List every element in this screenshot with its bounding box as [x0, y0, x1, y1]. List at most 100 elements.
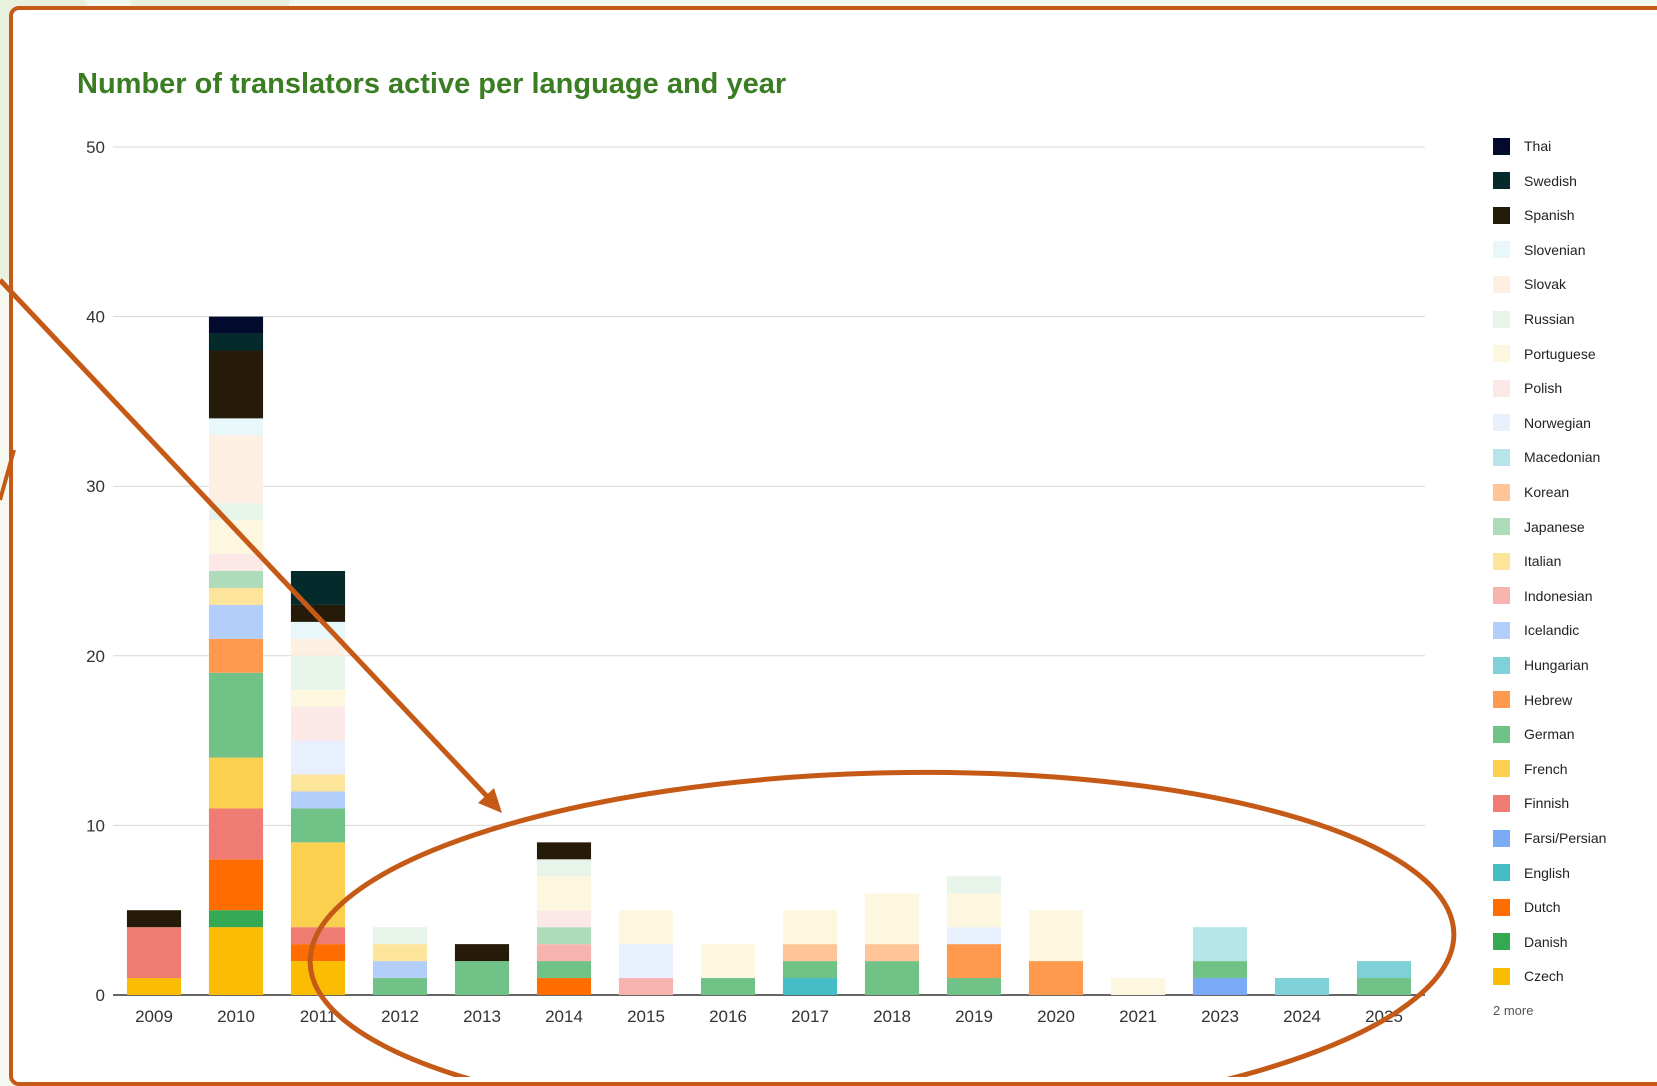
bar-segment[interactable] [126, 927, 182, 979]
bar-segment[interactable] [290, 689, 346, 707]
bar-segment[interactable] [700, 978, 756, 995]
bar-segment[interactable] [1028, 910, 1084, 962]
legend-item[interactable]: French [1493, 759, 1568, 779]
bar-segment[interactable] [290, 842, 346, 928]
legend-item[interactable]: Slovak [1493, 274, 1566, 294]
legend-item[interactable]: Finnish [1493, 793, 1569, 813]
legend-item[interactable]: Danish [1493, 932, 1568, 952]
legend-item[interactable]: Korean [1493, 482, 1569, 502]
bar-segment[interactable] [208, 333, 264, 351]
legend-item[interactable]: English [1493, 863, 1570, 883]
bar-segment[interactable] [208, 435, 264, 504]
legend-item[interactable]: Macedonian [1493, 447, 1600, 467]
legend-more-link[interactable]: 2 more [1493, 1003, 1534, 1018]
bar-segment[interactable] [1356, 961, 1412, 979]
bar-segment[interactable] [290, 604, 346, 622]
bar-segment[interactable] [946, 978, 1002, 995]
bar-segment[interactable] [536, 859, 592, 877]
bar-segment[interactable] [290, 944, 346, 962]
bar-segment[interactable] [864, 961, 920, 995]
legend-item[interactable]: Slovenian [1493, 240, 1586, 260]
bar-segment[interactable] [536, 842, 592, 860]
legend-item[interactable]: Czech [1493, 966, 1564, 986]
bar-segment[interactable] [208, 520, 264, 555]
bar-segment[interactable] [290, 638, 346, 656]
legend-item[interactable]: Swedish [1493, 171, 1577, 191]
bar-segment[interactable] [208, 910, 264, 928]
bar-segment[interactable] [782, 910, 838, 945]
bar-segment[interactable] [1192, 961, 1248, 979]
bar-segment[interactable] [372, 961, 428, 979]
bar-segment[interactable] [208, 350, 264, 419]
bar-segment[interactable] [208, 672, 264, 758]
bar-segment[interactable] [290, 571, 346, 605]
legend-item[interactable]: Farsi/Persian [1493, 828, 1606, 848]
legend-item[interactable]: Russian [1493, 309, 1575, 329]
bar-segment[interactable] [290, 655, 346, 690]
bar-segment[interactable] [782, 978, 838, 995]
bar-segment[interactable] [1192, 927, 1248, 962]
bar-segment[interactable] [126, 910, 182, 928]
legend-item[interactable]: German [1493, 724, 1575, 744]
bar-segment[interactable] [208, 859, 264, 911]
bar-segment[interactable] [536, 910, 592, 928]
bar-segment[interactable] [372, 927, 428, 945]
bar-segment[interactable] [290, 808, 346, 843]
bar-segment[interactable] [208, 927, 264, 995]
bar-segment[interactable] [290, 621, 346, 639]
bar-segment[interactable] [208, 554, 264, 571]
bar-segment[interactable] [290, 961, 346, 995]
bar-segment[interactable] [372, 944, 428, 962]
bar-segment[interactable] [1356, 978, 1412, 995]
bar-segment[interactable] [126, 978, 182, 995]
bar-segment[interactable] [536, 961, 592, 979]
bar-segment[interactable] [536, 876, 592, 911]
bar-segment[interactable] [454, 944, 510, 962]
bar-segment[interactable] [1274, 978, 1330, 995]
bar-segment[interactable] [290, 774, 346, 792]
bar-segment[interactable] [208, 638, 264, 673]
bar-segment[interactable] [208, 587, 264, 605]
bar-segment[interactable] [536, 927, 592, 945]
legend-item[interactable]: Indonesian [1493, 586, 1593, 606]
bar-segment[interactable] [290, 740, 346, 775]
legend-item[interactable]: Polish [1493, 378, 1562, 398]
bar-segment[interactable] [208, 418, 264, 436]
bar-segment[interactable] [290, 706, 346, 741]
legend-item[interactable]: Icelandic [1493, 620, 1579, 640]
bar-segment[interactable] [536, 978, 592, 995]
bar-segment[interactable] [208, 316, 264, 334]
bar-segment[interactable] [618, 944, 674, 979]
bar-segment[interactable] [208, 571, 264, 588]
legend-item[interactable]: Dutch [1493, 897, 1561, 917]
legend-item[interactable]: Japanese [1493, 517, 1585, 537]
bar-segment[interactable] [782, 961, 838, 979]
legend-item[interactable]: Hungarian [1493, 655, 1589, 675]
bar-segment[interactable] [536, 944, 592, 962]
bar-segment[interactable] [946, 944, 1002, 979]
bar-segment[interactable] [864, 944, 920, 962]
legend-item[interactable]: Thai [1493, 136, 1551, 156]
bar-segment[interactable] [782, 944, 838, 962]
bar-segment[interactable] [864, 893, 920, 945]
bar-segment[interactable] [290, 791, 346, 809]
legend-item[interactable]: Norwegian [1493, 413, 1591, 433]
bar-segment[interactable] [372, 978, 428, 995]
bar-segment[interactable] [700, 944, 756, 979]
bar-segment[interactable] [946, 876, 1002, 894]
bar-segment[interactable] [208, 604, 264, 639]
bar-segment[interactable] [1192, 978, 1248, 995]
bar-segment[interactable] [208, 503, 264, 521]
bar-segment[interactable] [618, 910, 674, 945]
legend-item[interactable]: Hebrew [1493, 690, 1572, 710]
bar-segment[interactable] [290, 927, 346, 945]
legend-item[interactable]: Portuguese [1493, 344, 1596, 364]
legend-item[interactable]: Italian [1493, 551, 1561, 571]
bar-segment[interactable] [946, 927, 1002, 945]
bar-segment[interactable] [454, 961, 510, 995]
bar-segment[interactable] [618, 978, 674, 995]
legend-item[interactable]: Spanish [1493, 205, 1575, 225]
bar-segment[interactable] [1110, 978, 1166, 995]
bar-segment[interactable] [208, 808, 264, 860]
bar-segment[interactable] [1028, 961, 1084, 995]
